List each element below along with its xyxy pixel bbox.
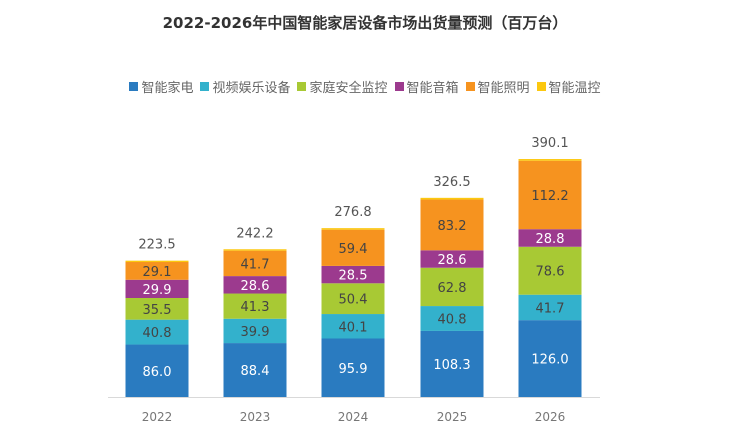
data-label: 40.8 — [438, 312, 467, 327]
bar-segment — [125, 344, 189, 397]
bar-segment — [420, 330, 484, 397]
data-label: 28.8 — [536, 232, 565, 247]
bar-segment — [518, 320, 582, 397]
legend-label: 智能温控 — [548, 81, 601, 96]
legend-item: 智能家电 — [129, 77, 193, 96]
total-label: 223.5 — [138, 238, 175, 253]
data-label: 50.4 — [339, 293, 368, 308]
bar-segment — [223, 276, 287, 294]
bar-segment — [518, 160, 582, 230]
bar-segment — [223, 293, 287, 319]
data-label: 78.6 — [536, 265, 565, 280]
legend-item: 智能照明 — [465, 77, 530, 96]
chart-title: 2022-2026年中国智能家居设备市场出货量预测（百万台） — [162, 14, 568, 32]
legend-label: 智能家电 — [141, 81, 194, 96]
data-label: 112.2 — [531, 189, 568, 204]
bar-segment — [125, 262, 189, 280]
data-label: 126.0 — [531, 353, 568, 368]
total-label: 326.5 — [433, 175, 470, 190]
legend-item: 智能温控 — [536, 77, 601, 96]
bar-segment — [518, 294, 582, 321]
data-label: 41.7 — [536, 301, 565, 316]
legend-swatch — [394, 82, 404, 91]
data-label: 35.5 — [143, 303, 172, 318]
x-tick-label: 2023 — [240, 410, 271, 424]
bar-segment — [125, 279, 189, 298]
data-label: 59.4 — [339, 242, 368, 257]
data-label: 86.0 — [143, 365, 172, 380]
data-label: 28.5 — [339, 269, 368, 284]
data-label: 41.3 — [241, 300, 270, 315]
bar-segment — [321, 229, 385, 266]
data-label: 95.9 — [339, 362, 368, 377]
bar-segment — [518, 246, 582, 295]
data-label: 29.9 — [143, 283, 172, 298]
legend-label: 家庭安全监控 — [309, 81, 388, 96]
bar-segment — [321, 283, 385, 315]
legend-swatch — [465, 82, 475, 91]
bar-segment — [321, 265, 385, 284]
bar-segment — [518, 159, 582, 161]
bar-segment — [125, 297, 189, 320]
data-label: 41.7 — [241, 257, 270, 272]
x-tick-label: 2024 — [338, 410, 369, 424]
legend-item: 智能音箱 — [394, 77, 459, 96]
x-tick-label: 2026 — [535, 410, 566, 424]
total-label: 276.8 — [334, 205, 371, 220]
data-label: 29.1 — [143, 265, 172, 280]
legend-swatch — [297, 82, 307, 91]
legend-swatch — [129, 82, 139, 91]
data-label: 28.6 — [438, 253, 467, 268]
bar-segment — [321, 314, 385, 339]
bar-segment — [420, 197, 484, 200]
data-label: 83.2 — [438, 219, 467, 234]
legend-label: 视频娱乐设备 — [212, 81, 291, 96]
legend-label: 智能音箱 — [406, 81, 459, 96]
bar-segment — [518, 229, 582, 247]
total-label: 390.1 — [531, 136, 568, 151]
bar-segment — [321, 338, 385, 397]
bar-segment — [125, 260, 189, 263]
legend-label: 智能照明 — [477, 81, 530, 96]
legend-swatch — [200, 82, 210, 91]
bar-segment — [223, 343, 287, 397]
legend-item: 家庭安全监控 — [297, 77, 388, 96]
bar-segment — [223, 318, 287, 344]
data-label: 40.1 — [339, 320, 368, 335]
total-label: 242.2 — [236, 226, 273, 241]
bar-segment — [125, 319, 189, 345]
bar-segment — [321, 228, 385, 230]
legend: 智能家电 视频娱乐设备 家庭安全监控 智能音箱 智能照明 智能温控 — [0, 77, 730, 96]
data-label: 39.9 — [241, 325, 270, 340]
bar-segment — [223, 249, 287, 251]
data-label: 108.3 — [433, 358, 470, 373]
data-label: 40.8 — [143, 326, 172, 341]
legend-swatch — [536, 82, 546, 91]
bar-segment — [420, 199, 484, 251]
bar-segment — [420, 267, 484, 307]
data-label: 88.4 — [241, 364, 270, 379]
bar-segment — [223, 250, 287, 277]
legend-item: 视频娱乐设备 — [200, 77, 290, 96]
data-label: 62.8 — [438, 281, 467, 296]
bar-segment — [420, 306, 484, 331]
bar-segment — [420, 250, 484, 268]
x-tick-label: 2025 — [437, 410, 468, 424]
data-label: 28.6 — [241, 279, 270, 294]
x-tick-label: 2022 — [142, 410, 173, 424]
